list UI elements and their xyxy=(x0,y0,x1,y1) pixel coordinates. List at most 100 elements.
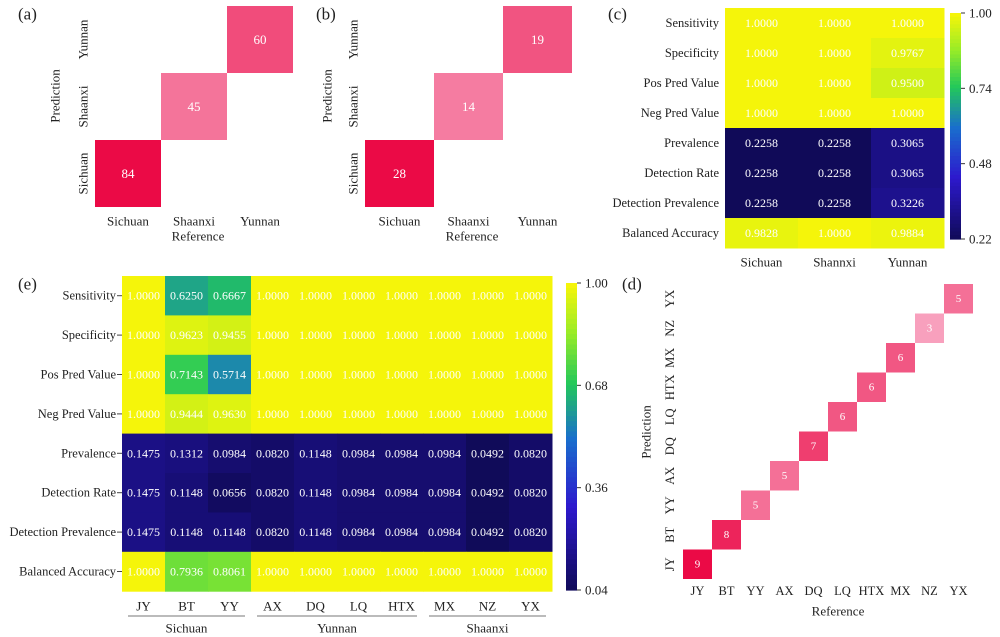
cell-value-label: 0.0984 xyxy=(428,525,461,539)
heatmap-cell xyxy=(251,551,295,592)
heatmap-cell xyxy=(380,276,424,316)
row-label: Detection Prevalence xyxy=(612,196,719,210)
colorbar-segment xyxy=(950,193,961,199)
panel-label: (a) xyxy=(18,5,37,24)
heatmap-cell xyxy=(294,315,338,356)
cell-value-label: 1.0000 xyxy=(256,368,289,382)
colorbar-segment xyxy=(566,400,577,407)
cell-value-label: 1.0000 xyxy=(514,328,547,342)
heatmap-cell xyxy=(380,473,424,513)
colorbar-segment xyxy=(950,227,961,233)
cell-value-label: 1.0000 xyxy=(342,368,375,382)
heatmap-cell xyxy=(871,68,945,99)
x-tick-label: Sichuan xyxy=(379,214,421,229)
x-tick-label: DQ xyxy=(804,584,822,598)
heatmap-cell xyxy=(208,512,252,553)
colorbar-segment xyxy=(566,436,577,443)
cell-value-label: 1.0000 xyxy=(428,407,461,421)
y-tick-label: Shaanxi xyxy=(346,85,361,127)
colorbar-segment xyxy=(566,543,577,550)
colorbar-segment xyxy=(566,554,577,560)
heatmap-cell xyxy=(798,8,872,39)
colorbar-segment xyxy=(566,354,577,361)
cell-value-label: 1.0000 xyxy=(385,368,418,382)
colorbar-segment xyxy=(950,65,961,71)
x-tick-label: BT xyxy=(719,584,735,598)
heatmap-cell xyxy=(294,394,338,435)
colorbar-tick-label: 0.48 xyxy=(969,156,992,171)
column-label: Yunnan xyxy=(888,255,928,270)
heatmap-cell xyxy=(337,473,381,513)
colorbar-segment xyxy=(566,523,577,530)
colorbar-segment xyxy=(566,564,577,571)
colorbar-segment xyxy=(566,405,577,412)
cell-value-label: 1.0000 xyxy=(428,368,461,382)
column-label: BT xyxy=(178,599,195,614)
cell-value-label: 9 xyxy=(695,558,701,570)
colorbar-segment xyxy=(566,421,577,427)
cell-value-label: 0.9828 xyxy=(745,226,778,240)
colorbar-segment xyxy=(566,313,577,320)
cell-value-label: 8 xyxy=(724,529,730,541)
cell-value-label: 1.0000 xyxy=(299,328,332,342)
matrix-cell xyxy=(503,6,572,73)
colorbar-segment xyxy=(566,462,577,468)
cell-value-label: 1.0000 xyxy=(428,289,461,303)
heatmap-cell xyxy=(122,433,166,474)
cell-value-label: 0.2258 xyxy=(818,166,851,180)
heatmap-cell xyxy=(509,433,553,474)
colorbar-segment xyxy=(566,308,577,315)
y-tick-label: LQ xyxy=(663,408,677,425)
colorbar-segment xyxy=(950,61,961,67)
cell-value-label: 0.7143 xyxy=(170,368,203,382)
cell-value-label: 0.8061 xyxy=(213,565,246,579)
heatmap-cell xyxy=(251,276,295,316)
cell-value-label: 1.0000 xyxy=(428,328,461,342)
cell-value-label: 0.1148 xyxy=(170,486,203,500)
heatmap-cell xyxy=(423,473,467,513)
colorbar-segment xyxy=(566,416,577,422)
cell-value-label: 0.0492 xyxy=(471,486,504,500)
heatmap-cell xyxy=(165,512,209,553)
y-tick-label: YY xyxy=(663,496,677,514)
heatmap-cell xyxy=(294,276,338,316)
x-axis-label: Reference xyxy=(812,604,865,619)
cell-value-label: 0.0984 xyxy=(428,486,461,500)
colorbar-segment xyxy=(950,167,961,172)
cell-value-label: 1.0000 xyxy=(127,407,160,421)
cell-value-label: 1.0000 xyxy=(471,407,504,421)
heatmap-cell xyxy=(294,354,338,395)
heatmap-cell xyxy=(725,218,799,249)
colorbar-segment xyxy=(566,528,577,535)
heatmap-cell xyxy=(423,354,467,395)
heatmap-cell xyxy=(380,433,424,474)
colorbar-segment xyxy=(566,533,577,540)
colorbar-segment xyxy=(950,148,961,153)
matrix-cell xyxy=(95,140,161,207)
cell-value-label: 0.0656 xyxy=(213,486,246,500)
cell-value-label: 1.0000 xyxy=(745,46,778,60)
colorbar-segment xyxy=(566,339,577,345)
heatmap-cell xyxy=(337,315,381,356)
heatmap-cell xyxy=(337,276,381,316)
heatmap-cell xyxy=(208,433,252,474)
colorbar-segment xyxy=(950,182,961,187)
colorbar-segment xyxy=(950,163,961,169)
colorbar-segment xyxy=(950,126,961,131)
heatmap-cell xyxy=(725,158,799,189)
colorbar-segment xyxy=(950,129,961,135)
cell-value-label: 0.1148 xyxy=(299,486,332,500)
cell-value-label: 1.0000 xyxy=(818,226,851,240)
colorbar-segment xyxy=(566,298,577,305)
cell-value-label: 1.0000 xyxy=(299,407,332,421)
cell-value-label: 0.2258 xyxy=(745,136,778,150)
x-tick-label: Sichuan xyxy=(107,214,149,229)
colorbar-segment xyxy=(950,77,961,82)
x-tick-label: NZ xyxy=(921,584,938,598)
heatmap-cell xyxy=(798,38,872,69)
x-tick-label: JY xyxy=(691,584,705,598)
colorbar-segment xyxy=(566,323,577,330)
cell-value-label: 0.0984 xyxy=(428,446,461,460)
row-label: Prevalence xyxy=(61,446,116,460)
cell-value-label: 0.0984 xyxy=(342,525,375,539)
